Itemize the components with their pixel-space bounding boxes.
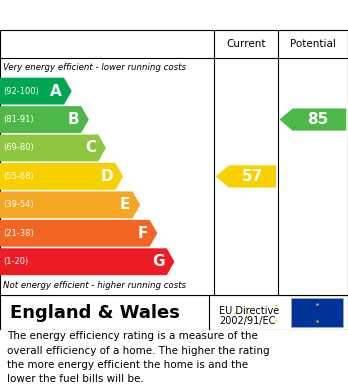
Text: D: D — [101, 169, 113, 184]
Text: (55-68): (55-68) — [3, 172, 33, 181]
Text: (39-54): (39-54) — [3, 200, 33, 209]
Text: B: B — [68, 112, 79, 127]
Bar — [291, 298, 343, 327]
Text: Potential: Potential — [290, 39, 336, 49]
Polygon shape — [0, 192, 140, 218]
Text: 85: 85 — [307, 112, 329, 127]
Text: EU Directive: EU Directive — [219, 306, 279, 316]
Text: F: F — [137, 226, 148, 241]
Polygon shape — [216, 165, 276, 188]
Text: Current: Current — [226, 39, 266, 49]
Text: 57: 57 — [242, 169, 263, 184]
Text: Energy Efficiency Rating: Energy Efficiency Rating — [10, 6, 239, 24]
Text: C: C — [85, 140, 96, 156]
Text: (69-80): (69-80) — [3, 143, 33, 152]
Text: Very energy efficient - lower running costs: Very energy efficient - lower running co… — [3, 63, 187, 72]
Text: (92-100): (92-100) — [3, 87, 39, 96]
Text: 2002/91/EC: 2002/91/EC — [219, 316, 276, 326]
Polygon shape — [0, 220, 157, 247]
Text: E: E — [120, 197, 130, 212]
Text: G: G — [152, 254, 165, 269]
Polygon shape — [0, 135, 106, 161]
Text: (81-91): (81-91) — [3, 115, 33, 124]
Polygon shape — [0, 106, 89, 133]
Text: (1-20): (1-20) — [3, 257, 28, 266]
Text: England & Wales: England & Wales — [10, 303, 180, 321]
Text: (21-38): (21-38) — [3, 229, 33, 238]
Polygon shape — [0, 163, 123, 190]
Text: A: A — [50, 84, 62, 99]
Text: The energy efficiency rating is a measure of the
overall efficiency of a home. T: The energy efficiency rating is a measur… — [7, 331, 270, 384]
Text: Not energy efficient - higher running costs: Not energy efficient - higher running co… — [3, 281, 187, 290]
Polygon shape — [279, 108, 346, 131]
Polygon shape — [0, 248, 174, 275]
Polygon shape — [0, 78, 72, 104]
